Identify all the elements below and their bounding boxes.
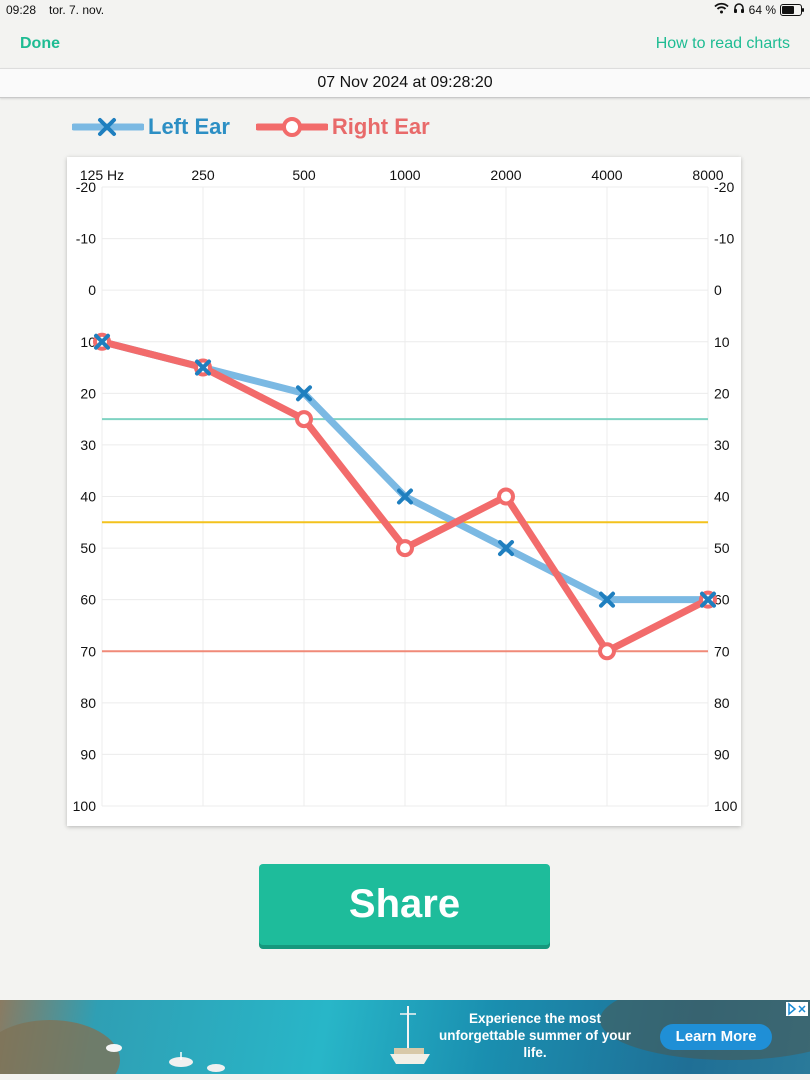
left-ear-point	[700, 591, 716, 608]
audiogram-svg: -20 -20 -10 -10 0 0 10 10 20 20 30 30 40 40 50 50 60 60 70…	[73, 167, 738, 814]
wifi-icon	[713, 2, 729, 17]
right-ear-point	[396, 539, 414, 558]
y-tick-label-left: 30	[80, 437, 96, 453]
y-tick-label-left: 10	[80, 334, 96, 350]
x-tick-label: 8000	[692, 167, 723, 183]
right-ear-point	[497, 487, 515, 506]
y-tick-label-right: 20	[714, 385, 730, 401]
left-ear-point	[397, 488, 413, 505]
battery-icon	[780, 3, 804, 16]
y-tick-label-right: 0	[714, 282, 722, 298]
legend-left-ear: Left Ear	[72, 114, 230, 140]
y-tick-label-left: -20	[76, 179, 96, 195]
status-bar: 09:28 tor. 7. nov. 64 %	[0, 0, 810, 22]
left-ear-marker-icon	[72, 118, 144, 136]
x-tick-label: 500	[292, 167, 316, 183]
x-tick-label: 2000	[490, 167, 521, 183]
audiogram-chart: -20 -20 -10 -10 0 0 10 10 20 20 30 30 40 40 50 50 60 60 70…	[67, 157, 741, 826]
left-ear-point	[498, 540, 514, 557]
left-ear-point	[599, 591, 615, 608]
x-tick-label: 250	[191, 167, 215, 183]
y-tick-label-left: 80	[80, 695, 96, 711]
y-tick-label-right: 100	[714, 798, 738, 814]
left-ear-point	[296, 385, 312, 402]
status-right: 64 %	[713, 2, 804, 17]
sailboat-icon	[390, 1006, 430, 1064]
status-time: 09:28	[6, 3, 37, 17]
y-tick-label-left: 60	[80, 592, 96, 608]
y-tick-label-right: 40	[714, 489, 730, 505]
legend-left-ear-label: Left Ear	[148, 114, 230, 139]
y-tick-label-right: 10	[714, 334, 730, 350]
y-tick-label-right: -10	[714, 231, 734, 247]
battery-percent: 64 %	[748, 2, 776, 17]
nav-bar: Done How to read charts	[0, 22, 810, 68]
done-button[interactable]: Done	[20, 35, 60, 52]
y-tick-label-right: 70	[714, 643, 730, 659]
x-tick-label: 1000	[389, 167, 420, 183]
right-ear-point	[295, 410, 313, 429]
y-tick-label-left: 40	[80, 489, 96, 505]
y-tick-label-right: 50	[714, 540, 730, 556]
small-boat-icon	[169, 1052, 193, 1067]
status-date: tor. 7. nov.	[49, 3, 105, 17]
small-boat-icon	[106, 1044, 122, 1052]
headphones-icon	[733, 2, 745, 17]
right-ear-marker-icon	[255, 117, 328, 137]
y-tick-label-left: 100	[73, 798, 97, 814]
chart-legend: Left Ear Right Ear	[72, 112, 456, 142]
share-button[interactable]: Share	[259, 864, 550, 945]
legend-right-ear-label: Right Ear	[331, 114, 430, 139]
y-tick-label-left: 70	[80, 643, 96, 659]
y-tick-label-left: 0	[88, 282, 96, 298]
legend-right-ear: Right Ear	[255, 114, 430, 140]
right-ear-point	[598, 642, 616, 661]
y-tick-label-left: -10	[76, 231, 96, 247]
y-tick-label-right: 30	[714, 437, 730, 453]
ad-headline: Experience the most unforgettable summer…	[438, 1011, 632, 1060]
ad-shore-graphic	[0, 1020, 120, 1074]
x-tick-label: 4000	[591, 167, 622, 183]
y-tick-label-right: 60	[714, 592, 730, 608]
y-tick-label-right: 80	[714, 695, 730, 711]
ad-learn-more-button[interactable]: Learn More	[660, 1024, 772, 1050]
ad-banner[interactable]: Experience the most unforgettable summer…	[0, 1000, 810, 1074]
y-tick-label-right: -20	[714, 179, 734, 195]
left-ear-point	[195, 359, 211, 376]
small-boat-icon	[207, 1064, 225, 1072]
y-tick-label-left: 20	[80, 385, 96, 401]
left-ear-point	[94, 333, 110, 350]
y-tick-label-left: 90	[80, 746, 96, 762]
test-timestamp: 07 Nov 2024 at 09:28:20	[0, 68, 810, 98]
y-tick-label-right: 90	[714, 746, 730, 762]
y-tick-label-left: 50	[80, 540, 96, 556]
ad-choices-icon[interactable]	[786, 1002, 808, 1016]
how-to-read-charts-link[interactable]: How to read charts	[655, 35, 790, 52]
x-tick-label: 125 Hz	[80, 167, 124, 183]
